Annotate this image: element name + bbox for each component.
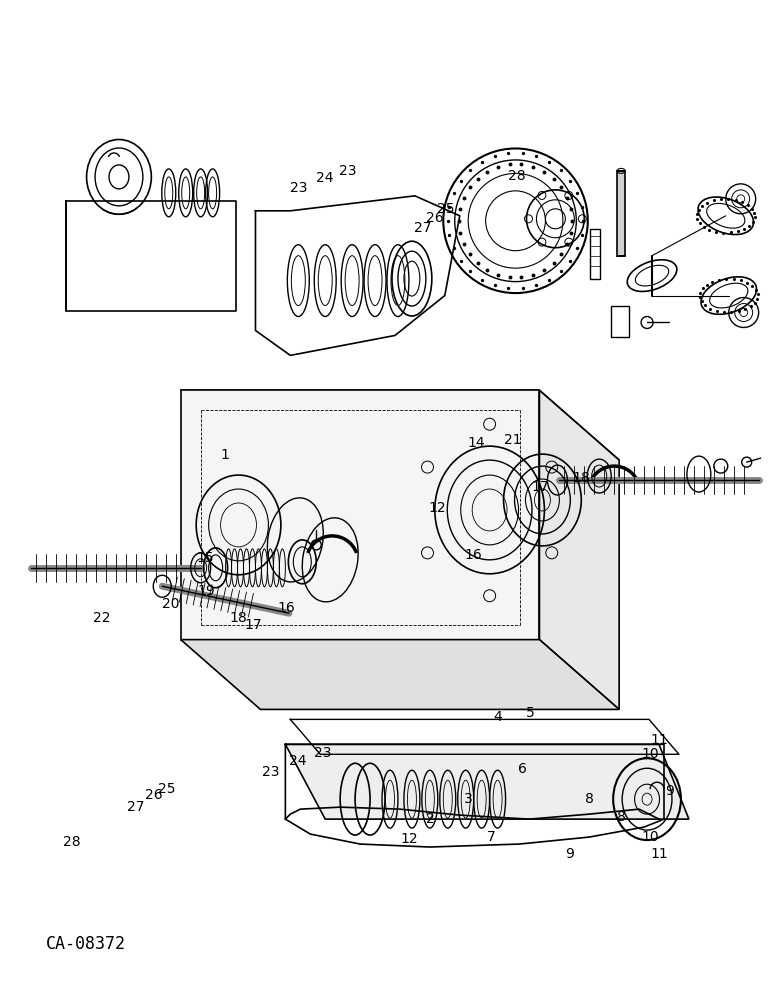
Text: 11: 11 [650,733,668,747]
Text: 17: 17 [245,618,262,632]
Text: 3: 3 [464,792,472,806]
Text: 23: 23 [262,765,279,779]
Text: 20: 20 [162,597,179,611]
Polygon shape [286,744,689,819]
Text: 25: 25 [437,202,455,216]
Text: 18: 18 [229,611,247,625]
Polygon shape [181,390,540,640]
Text: 12: 12 [400,832,418,846]
Polygon shape [540,390,619,709]
Text: 11: 11 [650,847,668,861]
Text: 10: 10 [641,830,659,844]
Text: 26: 26 [145,788,163,802]
Text: 4: 4 [493,710,502,724]
Polygon shape [181,390,619,460]
Text: 23: 23 [339,164,357,178]
Text: 27: 27 [127,800,145,814]
Text: 16: 16 [277,601,295,615]
Bar [617,171,625,256]
Text: 19: 19 [198,584,215,598]
Text: 21: 21 [504,433,522,447]
Text: 14: 14 [467,436,485,450]
Text: 9: 9 [564,847,574,861]
Text: 22: 22 [93,611,110,625]
Text: 1: 1 [220,448,229,462]
Text: 16: 16 [464,548,482,562]
Text: 18: 18 [573,471,591,485]
Text: 15: 15 [196,551,214,565]
Text: 7: 7 [487,830,496,844]
Text: 5: 5 [527,706,535,720]
Text: CA-08372: CA-08372 [46,935,127,953]
Text: 2: 2 [426,812,435,826]
Text: 26: 26 [425,211,443,225]
Text: 8: 8 [617,810,626,824]
Bar [611,306,629,337]
Bar [591,229,600,279]
Text: 17: 17 [531,480,549,494]
Text: 24: 24 [289,754,306,768]
Text: 23: 23 [314,746,332,760]
Polygon shape [181,640,619,709]
Text: 9: 9 [665,784,673,798]
Text: 28: 28 [63,835,81,849]
Text: 10: 10 [641,747,659,761]
Text: 6: 6 [518,762,527,776]
Text: 8: 8 [585,792,594,806]
Text: 12: 12 [428,501,446,515]
Text: 23: 23 [290,181,308,195]
Text: 24: 24 [316,171,334,185]
Text: 28: 28 [508,169,526,183]
Text: 25: 25 [158,782,175,796]
Text: 27: 27 [414,221,432,235]
